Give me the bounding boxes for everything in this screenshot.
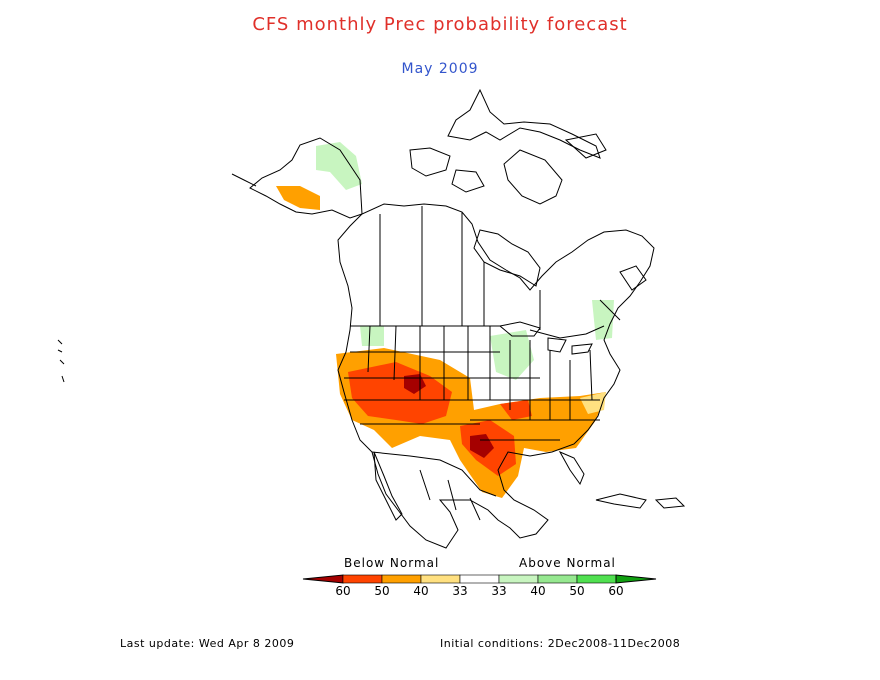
legend-color-bar (302, 574, 657, 584)
ohio-valley-below-normal-core (500, 400, 532, 420)
map-subtitle: May 2009 (401, 61, 479, 77)
newfoundland (619, 265, 647, 291)
map-outlines (57, 88, 686, 549)
alaska-below-normal (276, 186, 320, 210)
cuba (595, 493, 647, 509)
legend-swatch-6 (537, 574, 578, 584)
legend-swatch-8 (615, 574, 657, 584)
legend-tick-label: 50 (569, 584, 584, 598)
legend-tick-label: 40 (530, 584, 545, 598)
probability-shading (276, 142, 614, 498)
legend-tick-labels: 60 50 40 33 33 40 50 60 (335, 584, 623, 598)
legend-below-label: Below Normal (344, 556, 440, 570)
us-mexico-border (371, 451, 497, 497)
southeast-below-normal-light (580, 392, 606, 414)
hawaii-islands (57, 339, 65, 383)
legend-swatch-7 (576, 574, 617, 584)
hispaniola (654, 497, 686, 509)
aleutian-chain (231, 173, 257, 187)
legend-above-label: Above Normal (519, 556, 616, 570)
arctic-islands (447, 88, 601, 159)
baja-california (373, 451, 403, 521)
legend-tick-label: 40 (413, 584, 428, 598)
alaska-outline (249, 137, 363, 219)
last-update-text: Last update: Wed Apr 8 2009 (120, 637, 295, 650)
map-title: CFS monthly Prec probability forecast (252, 14, 628, 35)
us-canada-border (350, 325, 605, 339)
legend-swatch-1 (342, 574, 383, 584)
new-england-above-normal (592, 300, 614, 340)
florida-peninsula (558, 450, 585, 486)
legend-swatch-3 (420, 574, 461, 584)
legend-swatch-2 (381, 574, 422, 584)
canada-provinces (379, 206, 621, 330)
us-state-lines (344, 325, 600, 441)
legend-tick-label: 33 (452, 584, 467, 598)
baffin-island (503, 149, 563, 205)
western-arctic-islands (409, 147, 485, 193)
mexico-state-lines (419, 469, 481, 521)
northern-plains-above-normal (360, 326, 384, 346)
legend-swatch-4 (459, 574, 500, 584)
legend-tick-label: 33 (491, 584, 506, 598)
alaska-above-normal (316, 142, 362, 190)
upper-midwest-above-normal (490, 330, 534, 380)
legend-tick-label: 60 (335, 584, 350, 598)
hudson-bay (473, 229, 541, 287)
legend-swatch-5 (498, 574, 539, 584)
greenland-edge (564, 133, 607, 159)
legend-tick-label: 60 (608, 584, 623, 598)
legend-tick-label: 50 (374, 584, 389, 598)
legend-swatch-0 (302, 574, 344, 584)
initial-conditions-text: Initial conditions: 2Dec2008-11Dec2008 (440, 637, 681, 650)
